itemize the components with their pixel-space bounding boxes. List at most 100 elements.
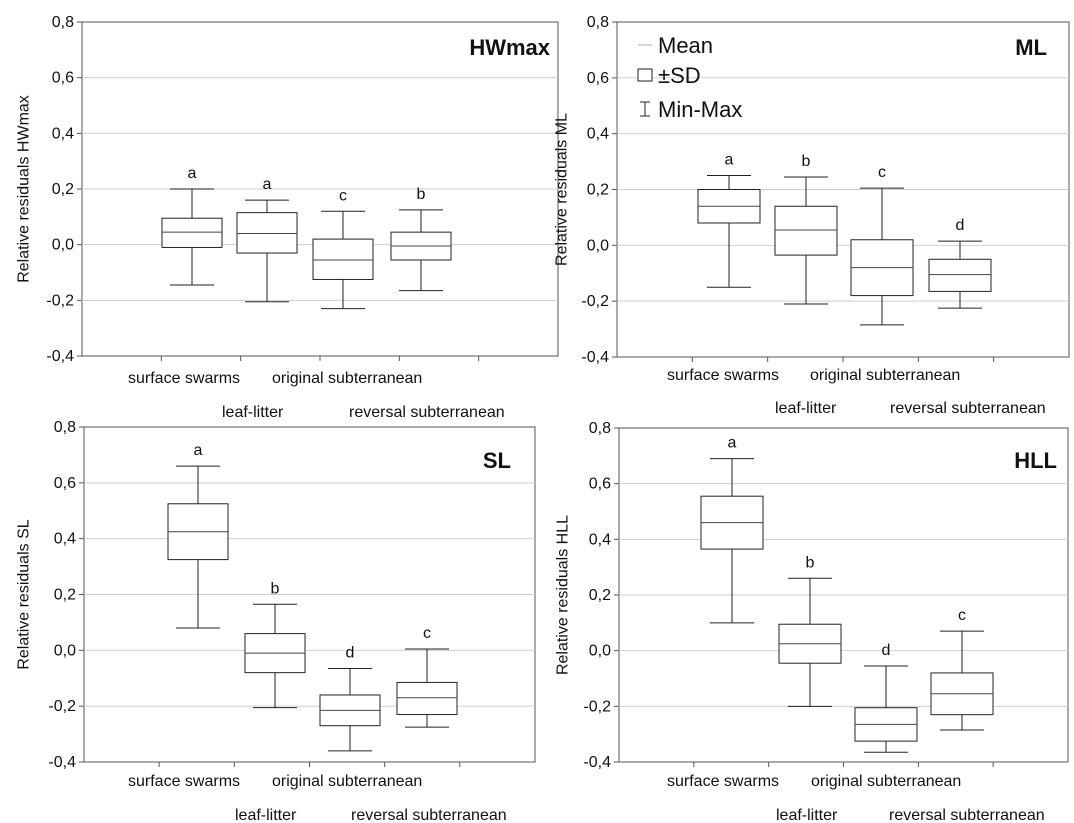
legend-label: ±SD [658,63,701,88]
category-label: leaf-litter [222,404,284,421]
y-tick-label: 0,6 [587,70,609,87]
chart-panel-ml: -0,4 -0,2 0,0 0,2 0,4 0,6 0,8 Relative residual… [554,14,1070,417]
box-leaf-litter: a [236,176,298,303]
y-tick-label: 0,2 [589,587,611,604]
box-surface-swarms: a [167,442,229,629]
sd-box [774,205,838,256]
category-label: surface swarms [667,367,779,384]
group-letter: d [956,217,965,234]
panel-title: HWmax [469,35,550,60]
category-label: leaf-litter [235,807,297,823]
category-label: leaf-litter [776,807,838,823]
group-letter: d [882,642,891,659]
sd-box [396,681,458,716]
legend-label: Mean [658,33,713,58]
y-axis-label: Relative residuals ML [554,113,571,266]
group-letter: c [958,607,966,624]
y-tick-label: -0,2 [581,293,609,310]
box-original-subterranean: c [312,187,374,310]
group-letter: a [263,176,272,193]
box-leaf-litter: b [774,153,838,305]
group-letter: a [725,152,734,169]
y-tick-label: 0,2 [54,587,76,604]
box-reversal-subterranean: c [930,607,994,731]
sd-box [236,212,298,254]
group-letter: a [188,165,197,182]
panel-title: HLL [1014,448,1057,473]
y-tick-label: -0,2 [583,698,611,715]
group-letter: c [423,625,431,642]
y-axis-label: Relative residuals SL [16,519,33,669]
y-tick-label: 0,8 [54,419,76,436]
group-letter: d [346,644,355,661]
category-label: surface swarms [128,773,240,790]
y-tick-label: 0,0 [587,237,609,254]
category-label: reversal subterranean [890,400,1046,417]
sd-box [312,238,374,280]
box-original-subterranean: c [850,164,914,326]
category-label: reversal subterranean [349,404,505,421]
box-surface-swarms: a [697,152,761,288]
panel-title: SL [483,448,511,473]
box-reversal-subterranean: c [396,625,458,728]
sd-box [928,258,992,292]
category-label: reversal subterranean [889,807,1045,823]
y-tick-label: 0,2 [587,182,609,199]
y-tick-label: 0,4 [52,125,74,142]
sd-box [161,217,223,248]
group-letter: a [194,442,203,459]
box-leaf-litter: b [244,580,306,709]
y-tick-label: 0,6 [589,476,611,493]
box-reversal-subterranean: d [928,217,992,309]
category-label: leaf-litter [775,400,837,417]
box-surface-swarms: a [161,165,223,286]
y-tick-label: 0,8 [587,14,609,31]
y-tick-label: 0,4 [587,126,609,143]
legend: Mean ±SD Min-Max [637,33,742,122]
y-tick-label: 0,6 [52,70,74,87]
category-label: original subterranean [810,367,960,384]
y-tick-label: 0,0 [589,643,611,660]
y-tick-label: 0,4 [54,531,76,548]
category-label: original subterranean [811,773,961,790]
group-letter: c [878,164,886,181]
group-letter: b [417,186,426,203]
category-label: surface swarms [128,370,240,387]
chart-panel-hwmax: -0,4 -0,2 0,0 0,2 0,4 0,6 0,8 Relative residual… [16,14,559,421]
y-axis-label: Relative residuals HWmax [16,95,33,283]
legend-label: Min-Max [658,97,742,122]
y-tick-label: 0,0 [54,642,76,659]
y-tick-label: -0,2 [46,292,74,309]
y-tick-label: -0,4 [581,349,609,366]
category-label: original subterranean [272,370,422,387]
y-tick-label: 0,2 [52,181,74,198]
group-letter: b [806,554,815,571]
y-tick-label: -0,4 [48,754,76,771]
y-tick-label: -0,4 [46,348,74,365]
y-tick-label: -0,2 [48,698,76,715]
panel-title: ML [1015,35,1047,60]
box-leaf-litter: b [778,554,842,707]
y-tick-label: -0,4 [583,754,611,771]
y-tick-label: 0,6 [54,475,76,492]
y-tick-label: 0,4 [589,531,611,548]
box-original-subterranean: d [319,644,381,752]
box-surface-swarms: a [700,435,764,624]
category-label: original subterranean [272,773,422,790]
box-original-subterranean: d [854,642,918,753]
y-axis-label: Relative residuals HLL [555,515,572,675]
y-tick-label: 0,0 [52,237,74,254]
y-tick-label: 0,8 [589,420,611,437]
chart-panel-sl: -0,4 -0,2 0,0 0,2 0,4 0,6 0,8 Relative residual… [16,419,536,823]
group-letter: c [339,187,347,204]
legend-sd-swatch [637,68,653,82]
group-letter: b [802,153,811,170]
chart-panel-hll: -0,4 -0,2 0,0 0,2 0,4 0,6 0,8 Relative residual… [555,420,1069,823]
y-tick-label: 0,8 [52,14,74,31]
group-letter: a [728,435,737,452]
group-letter: b [271,580,280,597]
box-reversal-subterranean: b [390,186,452,292]
category-label: reversal subterranean [351,807,507,823]
category-label: surface swarms [667,773,779,790]
